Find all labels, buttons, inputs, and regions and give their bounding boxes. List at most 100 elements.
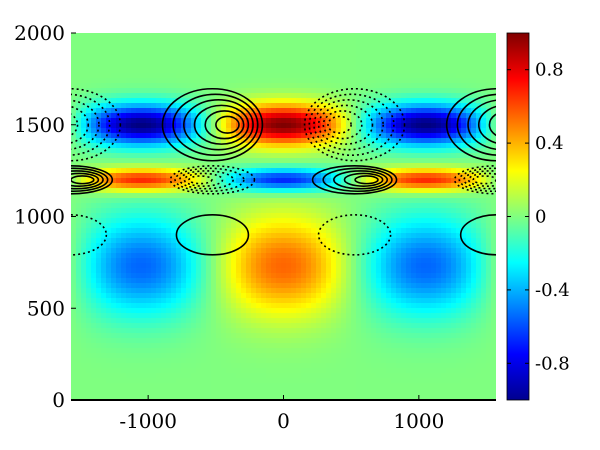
- heatmap-cell: [191, 358, 197, 364]
- heatmap-cell: [401, 353, 407, 359]
- heatmap-cell: [206, 323, 212, 329]
- heatmap-cell: [201, 83, 207, 89]
- heatmap-cell: [216, 373, 222, 379]
- heatmap-cell: [246, 218, 252, 224]
- heatmap-cell: [181, 393, 187, 399]
- heatmap-cell: [126, 263, 132, 269]
- heatmap-cell: [226, 348, 232, 354]
- heatmap-cell: [296, 198, 302, 204]
- heatmap-cell: [106, 73, 112, 79]
- heatmap-cell: [361, 78, 367, 84]
- heatmap-cell: [276, 363, 282, 369]
- heatmap-cell: [241, 188, 247, 194]
- heatmap-cell: [216, 298, 222, 304]
- heatmap-cell: [311, 353, 317, 359]
- heatmap-cell: [141, 48, 147, 54]
- heatmap-cell: [221, 353, 227, 359]
- heatmap-cell: [286, 348, 292, 354]
- heatmap-cell: [186, 53, 192, 59]
- heatmap-cell: [356, 78, 362, 84]
- heatmap-cell: [201, 113, 207, 119]
- heatmap-cell: [206, 378, 212, 384]
- heatmap-cell: [336, 358, 342, 364]
- heatmap-cell: [261, 93, 267, 99]
- heatmap-cell: [101, 188, 107, 194]
- heatmap-cell: [371, 268, 377, 274]
- heatmap-cell: [166, 303, 172, 309]
- heatmap-cell: [176, 243, 182, 249]
- heatmap-cell: [266, 303, 272, 309]
- heatmap-cell: [336, 173, 342, 179]
- heatmap-cell: [376, 248, 382, 254]
- heatmap-cell: [196, 338, 202, 344]
- heatmap-cell: [401, 278, 407, 284]
- heatmap-cell: [101, 193, 107, 199]
- heatmap-cell: [206, 133, 212, 139]
- heatmap-cell: [186, 83, 192, 89]
- heatmap-cell: [266, 153, 272, 159]
- heatmap-cell: [156, 388, 162, 394]
- heatmap-cell: [151, 378, 157, 384]
- heatmap-cell: [116, 308, 122, 314]
- heatmap-cell: [121, 48, 127, 54]
- heatmap-cell: [391, 363, 397, 369]
- heatmap-cell: [271, 183, 277, 189]
- heatmap-cell: [156, 163, 162, 169]
- heatmap-cell: [141, 248, 147, 254]
- heatmap-cell: [261, 38, 267, 44]
- heatmap-cell: [361, 68, 367, 74]
- heatmap-cell: [171, 393, 177, 399]
- heatmap-cell: [356, 118, 362, 124]
- heatmap-cell: [101, 363, 107, 369]
- heatmap-cell: [286, 128, 292, 134]
- heatmap-cell: [156, 198, 162, 204]
- heatmap-cell: [371, 93, 377, 99]
- heatmap-cell: [141, 158, 147, 164]
- heatmap-cell: [231, 188, 237, 194]
- heatmap-cell: [81, 48, 87, 54]
- heatmap-cell: [326, 348, 332, 354]
- heatmap-cell: [341, 168, 347, 174]
- heatmap-cell: [396, 108, 402, 114]
- heatmap-cell: [346, 88, 352, 94]
- heatmap-cell: [246, 178, 252, 184]
- heatmap-cell: [186, 348, 192, 354]
- heatmap-cell: [346, 93, 352, 99]
- heatmap-cell: [251, 103, 257, 109]
- heatmap-cell: [221, 278, 227, 284]
- heatmap-cell: [111, 183, 117, 189]
- heatmap-cell: [396, 88, 402, 94]
- heatmap-cell: [71, 198, 77, 204]
- heatmap-cell: [356, 233, 362, 239]
- heatmap-cell: [296, 83, 302, 89]
- heatmap-cell: [316, 198, 322, 204]
- heatmap-cell: [331, 103, 337, 109]
- heatmap-cell: [351, 288, 357, 294]
- heatmap-cell: [261, 393, 267, 399]
- heatmap-cell: [396, 118, 402, 124]
- heatmap-cell: [156, 278, 162, 284]
- heatmap-cell: [131, 43, 137, 49]
- heatmap-cell: [166, 213, 172, 219]
- heatmap-cell: [276, 288, 282, 294]
- heatmap-cell: [251, 343, 257, 349]
- heatmap-cell: [316, 113, 322, 119]
- heatmap-cell: [86, 143, 92, 149]
- heatmap-cell: [126, 278, 132, 284]
- heatmap-cell: [371, 283, 377, 289]
- heatmap-cell: [321, 263, 327, 269]
- heatmap-cell: [386, 348, 392, 354]
- heatmap-cell: [91, 263, 97, 269]
- heatmap-cell: [116, 123, 122, 129]
- heatmap-cell: [166, 148, 172, 154]
- heatmap-cell: [131, 323, 137, 329]
- heatmap-cell: [131, 218, 137, 224]
- heatmap-cell: [316, 228, 322, 234]
- heatmap-cell: [361, 283, 367, 289]
- heatmap-cell: [141, 313, 147, 319]
- heatmap-cell: [361, 88, 367, 94]
- heatmap-cell: [166, 283, 172, 289]
- heatmap-cell: [331, 268, 337, 274]
- heatmap-cell: [331, 233, 337, 239]
- heatmap-cell: [161, 258, 167, 264]
